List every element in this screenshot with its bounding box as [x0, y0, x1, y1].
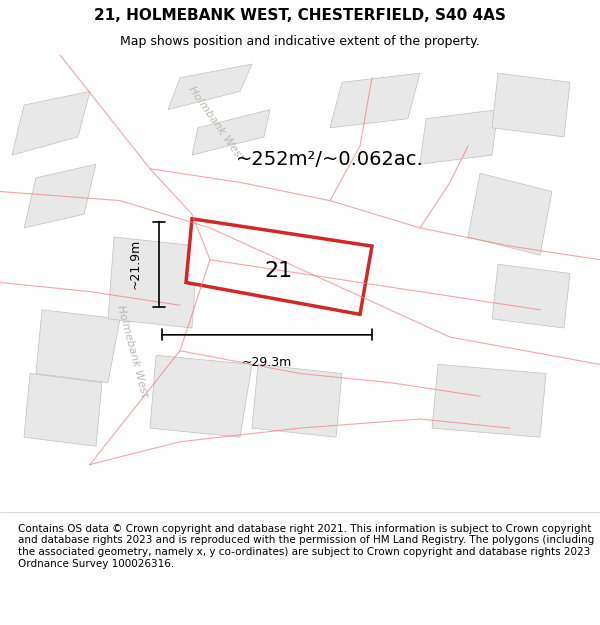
- Polygon shape: [24, 374, 102, 446]
- Polygon shape: [36, 310, 120, 382]
- Polygon shape: [150, 355, 252, 437]
- Polygon shape: [420, 109, 498, 164]
- Polygon shape: [432, 364, 546, 438]
- Polygon shape: [330, 73, 420, 127]
- Polygon shape: [492, 73, 570, 137]
- Polygon shape: [186, 219, 372, 314]
- Polygon shape: [12, 91, 90, 155]
- Polygon shape: [252, 364, 342, 438]
- Text: Map shows position and indicative extent of the property.: Map shows position and indicative extent…: [120, 35, 480, 48]
- Polygon shape: [24, 164, 96, 228]
- Text: ~252m²/~0.062ac.: ~252m²/~0.062ac.: [236, 150, 424, 169]
- Text: Contains OS data © Crown copyright and database right 2021. This information is : Contains OS data © Crown copyright and d…: [18, 524, 594, 569]
- Text: Holmbank West: Holmbank West: [187, 84, 245, 162]
- Polygon shape: [168, 64, 252, 109]
- Text: 21: 21: [265, 261, 293, 281]
- Text: Holmebank West: Holmebank West: [115, 304, 149, 398]
- Text: ~29.3m: ~29.3m: [242, 356, 292, 369]
- Polygon shape: [192, 109, 270, 155]
- Polygon shape: [108, 237, 198, 328]
- Text: 21, HOLMEBANK WEST, CHESTERFIELD, S40 4AS: 21, HOLMEBANK WEST, CHESTERFIELD, S40 4A…: [94, 8, 506, 23]
- Text: ~21.9m: ~21.9m: [128, 239, 142, 289]
- Polygon shape: [492, 264, 570, 328]
- Polygon shape: [468, 173, 552, 255]
